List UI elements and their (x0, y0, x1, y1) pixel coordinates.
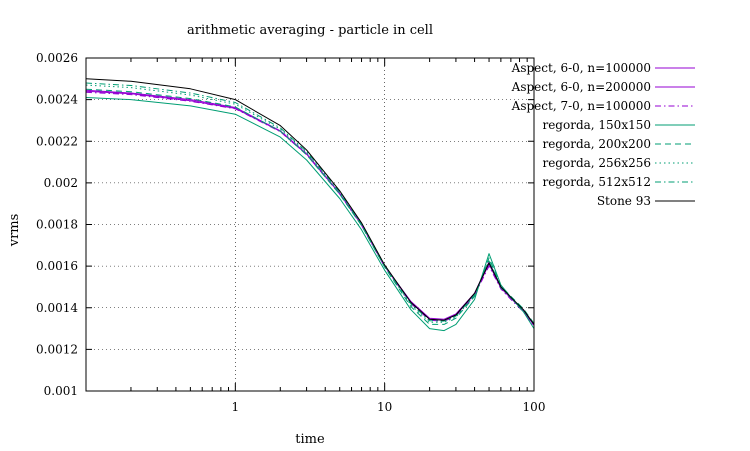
y-tick-label: 0.002 (44, 176, 78, 190)
series-line-5 (85, 84, 535, 325)
series-line-2 (85, 91, 535, 327)
chart-title: arithmetic averaging - particle in cell (187, 23, 433, 38)
legend-label: regorda, 256x256 (542, 156, 651, 170)
series-line-7 (85, 78, 535, 325)
y-tick-label: 0.0014 (36, 301, 78, 315)
legend-label: regorda, 512x512 (542, 175, 651, 189)
y-tick-label: 0.001 (44, 384, 78, 398)
x-axis-label: time (295, 432, 325, 447)
series-group (85, 78, 535, 332)
y-tick-label: 0.0026 (36, 51, 78, 65)
x-tick-label: 1 (232, 400, 240, 414)
y-tick-label: 0.0012 (36, 342, 78, 356)
series-line-6 (85, 82, 535, 325)
plot-frame (85, 57, 535, 392)
legend-label: Aspect, 7-0, n=100000 (511, 99, 651, 113)
series-line-1 (85, 90, 535, 326)
legend: Aspect, 6-0, n=100000 Aspect, 6-0, n=2000… (511, 61, 695, 208)
y-tick-label: 0.0024 (36, 93, 78, 107)
series-line-3 (85, 97, 535, 332)
y-axis-label: vrms (7, 214, 22, 248)
x-tick-label: 100 (523, 400, 546, 414)
axis-ticks: 0.001 0.0012 0.0014 0.0016 0.0018 0.002 0.0022… (36, 51, 545, 414)
series-line-0 (85, 89, 535, 325)
series-line-4 (85, 88, 535, 325)
y-tick-label: 0.0018 (36, 218, 78, 232)
legend-label: regorda, 150x150 (542, 118, 651, 132)
grid (86, 58, 534, 391)
y-tick-label: 0.0022 (36, 134, 78, 148)
x-tick-label: 10 (377, 400, 392, 414)
legend-label: Aspect, 6-0, n=100000 (511, 61, 651, 75)
y-tick-label: 0.0016 (36, 259, 78, 273)
legend-label: regorda, 200x200 (542, 137, 651, 151)
legend-label: Aspect, 6-0, n=200000 (511, 80, 651, 94)
legend-label: Stone 93 (597, 194, 651, 208)
